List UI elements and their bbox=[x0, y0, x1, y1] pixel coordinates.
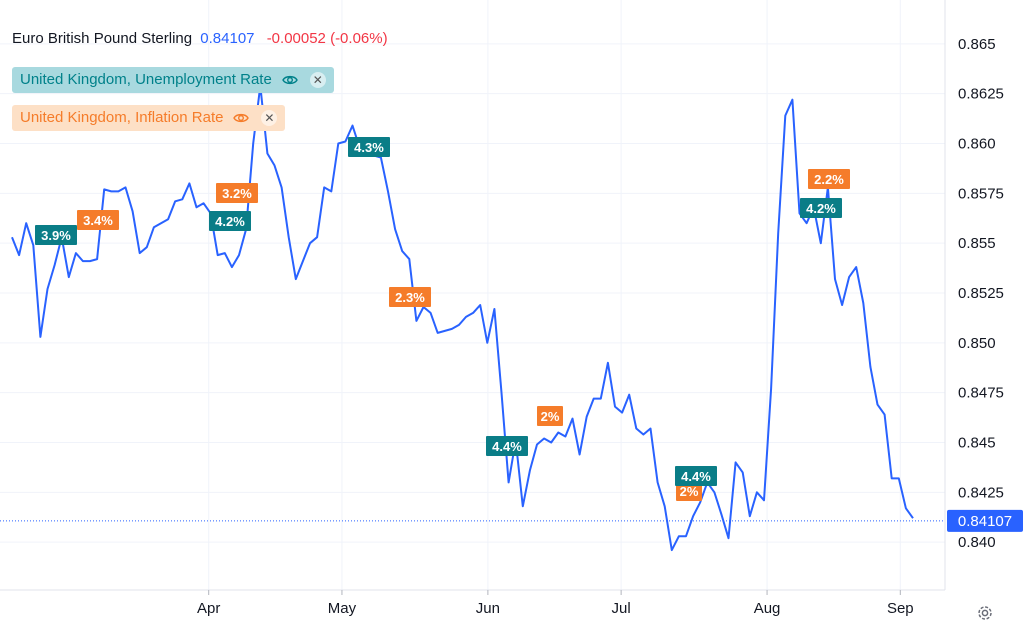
marker-label: 4.2% bbox=[806, 201, 836, 216]
x-axis-ticks: Apr May Jun Jul Aug Sep bbox=[197, 590, 914, 617]
marker-label: 2% bbox=[541, 409, 560, 424]
marker-label: 2% bbox=[680, 484, 699, 499]
unemployment-marker[interactable]: 4.2% bbox=[800, 198, 842, 218]
study-inflation-rate[interactable]: United Kingdom, Inflation Rate ✕ bbox=[12, 105, 286, 131]
marker-label: 4.4% bbox=[492, 439, 522, 454]
marker-label: 2.2% bbox=[814, 172, 844, 187]
symbol-legend: Euro British Pound Sterling 0.84107 -0.0… bbox=[12, 30, 388, 47]
unemployment-marker[interactable]: 4.4% bbox=[675, 466, 717, 486]
y-tick-label: 0.8475 bbox=[958, 385, 1004, 402]
y-tick-label: 0.8625 bbox=[958, 86, 1004, 103]
inflation-marker[interactable]: 2% bbox=[537, 406, 563, 426]
close-icon[interactable]: ✕ bbox=[309, 72, 326, 88]
x-tick-label: May bbox=[328, 600, 357, 617]
svg-text:0.84107: 0.84107 bbox=[958, 513, 1012, 530]
grid-lines bbox=[0, 0, 945, 590]
y-tick-label: 0.8425 bbox=[958, 484, 1004, 501]
study-label: United Kingdom, Inflation Rate bbox=[20, 109, 224, 126]
inflation-marker[interactable]: 3.2% bbox=[216, 183, 258, 203]
inflation-marker[interactable]: 2.2% bbox=[808, 169, 850, 189]
y-tick-label: 0.845 bbox=[958, 435, 996, 452]
last-price-tag[interactable]: 0.84107 bbox=[947, 509, 1023, 532]
unemployment-marker[interactable]: 4.4% bbox=[486, 436, 528, 456]
marker-label: 2.3% bbox=[395, 290, 425, 305]
marker-label: 3.4% bbox=[83, 213, 113, 228]
x-tick-label: Jul bbox=[612, 600, 631, 617]
x-tick-label: Sep bbox=[887, 600, 914, 617]
y-tick-label: 0.855 bbox=[958, 235, 996, 252]
economic-event-markers[interactable]: 3.9%3.4%3.2%4.2%4.3%2.3%4.4%2%2%4.4%2.2%… bbox=[35, 137, 850, 501]
x-tick-label: Jun bbox=[476, 600, 500, 617]
x-tick-label: Aug bbox=[754, 600, 781, 617]
y-tick-label: 0.8525 bbox=[958, 285, 1004, 302]
marker-label: 3.9% bbox=[41, 228, 71, 243]
eye-icon[interactable] bbox=[233, 110, 250, 126]
marker-label: 4.2% bbox=[215, 214, 245, 229]
y-axis-ticks[interactable]: 0.865 0.8625 0.860 0.8575 0.855 0.8525 0.850 0.… bbox=[958, 36, 1004, 551]
unemployment-marker[interactable]: 4.2% bbox=[209, 211, 251, 231]
price-change: -0.00052 (-0.06%) bbox=[266, 30, 388, 47]
unemployment-marker[interactable]: 4.3% bbox=[348, 137, 390, 157]
marker-label: 3.2% bbox=[222, 186, 252, 201]
last-price: 0.84107 bbox=[200, 30, 255, 47]
unemployment-marker[interactable]: 3.9% bbox=[35, 225, 77, 245]
marker-label: 4.3% bbox=[354, 140, 384, 155]
eurgbp-price-line bbox=[11, 84, 914, 552]
study-label: United Kingdom, Unemployment Rate bbox=[20, 71, 272, 88]
close-icon[interactable]: ✕ bbox=[261, 110, 278, 126]
study-unemployment-rate[interactable]: United Kingdom, Unemployment Rate ✕ bbox=[12, 67, 334, 93]
eye-icon[interactable] bbox=[281, 72, 298, 88]
y-tick-label: 0.850 bbox=[958, 335, 996, 352]
y-tick-label: 0.860 bbox=[958, 136, 996, 153]
x-tick-label: Apr bbox=[197, 600, 220, 617]
symbol-name[interactable]: Euro British Pound Sterling bbox=[12, 30, 193, 47]
y-tick-label: 0.840 bbox=[958, 534, 996, 551]
y-tick-label: 0.865 bbox=[958, 36, 996, 53]
marker-label: 4.4% bbox=[681, 469, 711, 484]
inflation-marker[interactable]: 2.3% bbox=[389, 287, 431, 307]
gear-icon[interactable] bbox=[975, 603, 995, 623]
inflation-marker[interactable]: 3.4% bbox=[77, 210, 119, 230]
y-tick-label: 0.8575 bbox=[958, 185, 1004, 202]
